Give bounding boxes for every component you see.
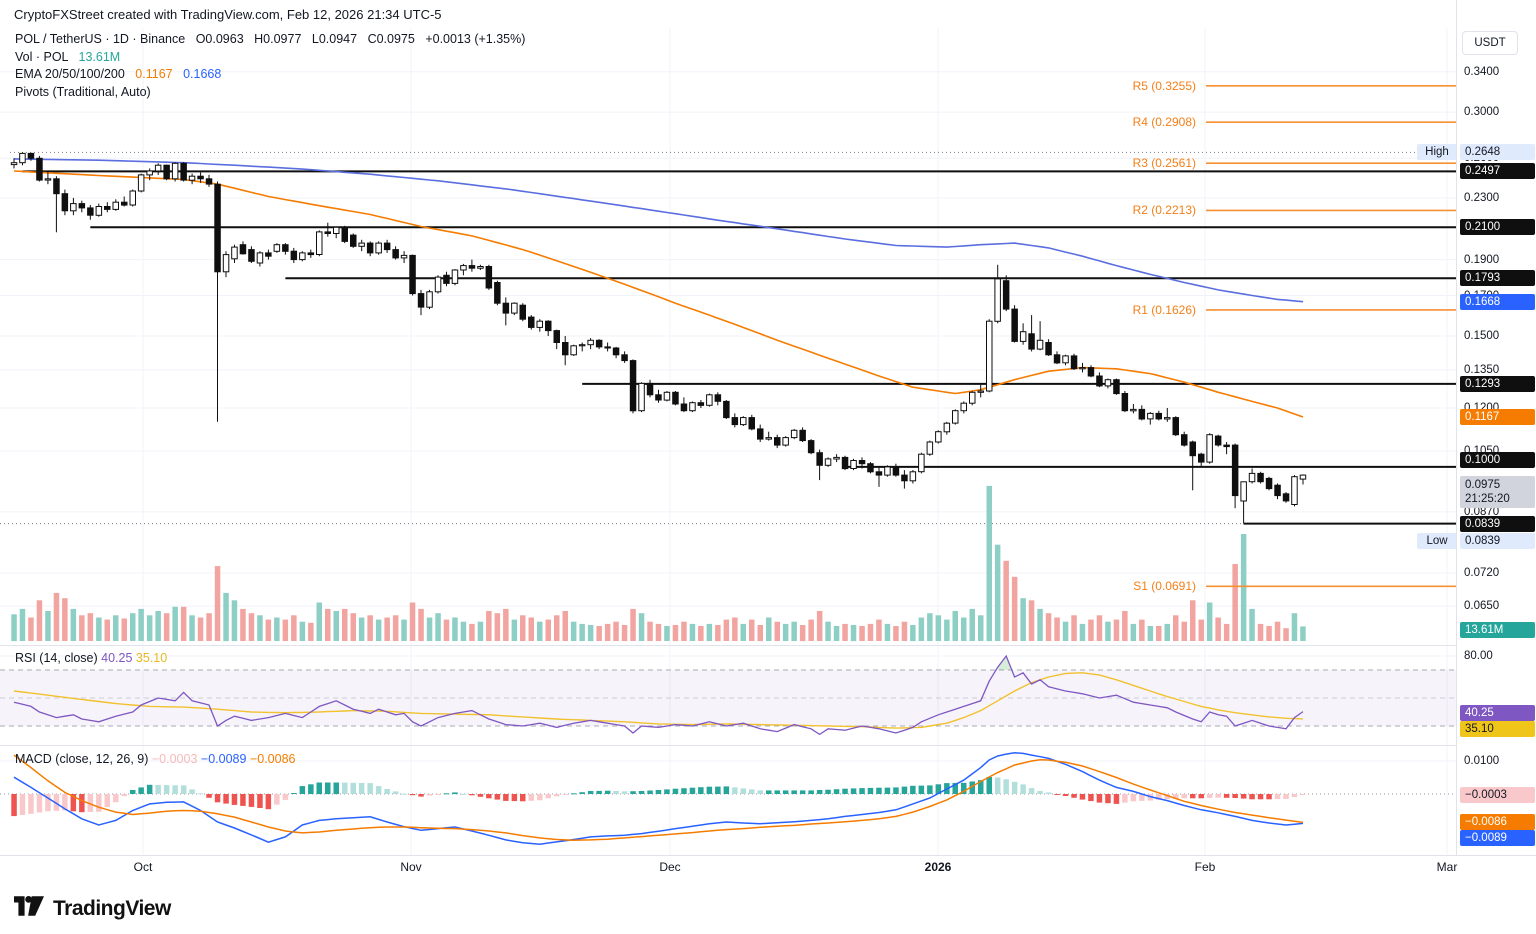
main-legend: POL / TetherUS · 1D · Binance O0.0963 H0… bbox=[15, 31, 525, 101]
last-price-label: 0.0975 21:25:20 bbox=[1460, 476, 1535, 509]
ohlc-high: H0.0977 bbox=[254, 32, 302, 46]
tradingview-logo[interactable]: TradingView bbox=[14, 893, 171, 924]
price-label-0.1000: 0.1000 bbox=[1460, 451, 1535, 468]
macd-legend-row[interactable]: MACD (close, 12, 26, 9) −0.0003 −0.0089 … bbox=[15, 752, 295, 766]
price-label-0.0839: 0.0839 bbox=[1460, 515, 1535, 532]
ohlc-open: O0.0963 bbox=[195, 32, 244, 46]
axis-tick-0.0870: 0.0870 bbox=[1464, 505, 1500, 518]
ema-slow-value: 0.1668 bbox=[183, 67, 222, 81]
volume-value: 13.61M bbox=[78, 49, 121, 64]
symbol-legend-row[interactable]: POL / TetherUS · 1D · Binance O0.0963 H0… bbox=[15, 31, 525, 49]
axis-tick-0.3000: 0.3000 bbox=[1464, 106, 1500, 119]
time-label-Mar: Mar bbox=[1436, 860, 1458, 874]
ema-label: EMA 20/50/100/200 bbox=[15, 67, 125, 81]
price-label-0.0839: 0.0839 bbox=[1460, 532, 1535, 549]
axis-tick-0.1350: 0.1350 bbox=[1464, 364, 1500, 376]
axis-tick-0.2300: 0.2300 bbox=[1464, 191, 1500, 204]
currency-toggle-button[interactable]: USDT bbox=[1462, 31, 1518, 55]
axis-tick-0.0650: 0.0650 bbox=[1464, 600, 1500, 612]
axis-tick-80.00: 80.00 bbox=[1464, 650, 1493, 662]
ema-legend-row[interactable]: EMA 20/50/100/200 0.1167 0.1668 bbox=[15, 66, 525, 84]
chart-canvas bbox=[0, 28, 1456, 855]
price-label-0.1668: 0.1668 bbox=[1460, 293, 1535, 310]
price-label-13.61M: 13.61M bbox=[1460, 622, 1535, 638]
volume-label: Vol · POL bbox=[15, 49, 69, 64]
time-label-Oct: Oct bbox=[133, 860, 153, 874]
axis-tick-0.0100: 0.0100 bbox=[1464, 755, 1500, 767]
axis-tick-0.1500: 0.1500 bbox=[1464, 330, 1500, 342]
time-label-Feb: Feb bbox=[1194, 860, 1216, 874]
price-label-35.10: 35.10 bbox=[1460, 721, 1535, 737]
ema-fast-value: 0.1167 bbox=[135, 67, 173, 81]
price-label-0.2648: 0.2648 bbox=[1460, 144, 1535, 161]
price-axis[interactable]: USDT 0.34000.30000.26000.23000.19000.170… bbox=[1456, 0, 1536, 880]
time-label-Nov: Nov bbox=[400, 860, 422, 874]
tradingview-logo-text: TradingView bbox=[53, 896, 171, 920]
ohlc-close: C0.0975 bbox=[367, 32, 415, 46]
macd-signal-value: −0.0086 bbox=[249, 752, 296, 766]
price-label-0.1293: 0.1293 bbox=[1460, 375, 1535, 392]
tradingview-logo-icon bbox=[14, 893, 44, 924]
macd-line-value: −0.0089 bbox=[200, 752, 247, 766]
rsi-ma-value: 35.10 bbox=[135, 651, 168, 665]
rsi-label: RSI (14, close) bbox=[15, 651, 98, 665]
symbol-title: POL / TetherUS · 1D · Binance bbox=[15, 32, 186, 46]
credit-line: CryptoFXStreet created with TradingView.… bbox=[14, 7, 442, 22]
price-label-−0.0086: −0.0086 bbox=[1460, 814, 1535, 830]
macd-hist-value: −0.0003 bbox=[151, 752, 198, 766]
ohlc-low: L0.0947 bbox=[311, 32, 358, 46]
price-label-0.2100: 0.2100 bbox=[1460, 219, 1535, 236]
price-label-−0.0089: −0.0089 bbox=[1460, 830, 1535, 846]
axis-tick-0.1900: 0.1900 bbox=[1464, 253, 1500, 266]
pivots-legend-row[interactable]: Pivots (Traditional, Auto) bbox=[15, 84, 525, 102]
time-label-2026: 2026 bbox=[924, 860, 952, 874]
price-label-0.1793: 0.1793 bbox=[1460, 270, 1535, 287]
price-label-40.25: 40.25 bbox=[1460, 705, 1535, 721]
price-label-0.2497: 0.2497 bbox=[1460, 163, 1535, 180]
price-label-−0.0003: −0.0003 bbox=[1460, 787, 1535, 803]
axis-tick-0.0720: 0.0720 bbox=[1464, 567, 1500, 579]
time-label-Dec: Dec bbox=[659, 860, 681, 874]
price-label-0.1167: 0.1167 bbox=[1460, 409, 1535, 425]
rsi-value: 40.25 bbox=[101, 651, 133, 665]
axis-tick-0.3400: 0.3400 bbox=[1464, 65, 1500, 78]
change-value: +0.0013 (+1.35%) bbox=[425, 32, 526, 46]
macd-label: MACD (close, 12, 26, 9) bbox=[15, 752, 149, 766]
chart-pane[interactable]: R5 (0.3255) R4 (0.2908) R3 (0.2561) R2 (0.2… bbox=[0, 0, 1457, 934]
volume-legend-row[interactable]: Vol · POL 13.61M bbox=[15, 49, 525, 67]
time-axis[interactable]: Oct Nov Dec 2026 Feb Mar bbox=[0, 855, 1536, 881]
pivots-label: Pivots (Traditional, Auto) bbox=[15, 84, 151, 99]
rsi-legend-row[interactable]: RSI (14, close) 40.25 35.10 bbox=[15, 651, 167, 665]
